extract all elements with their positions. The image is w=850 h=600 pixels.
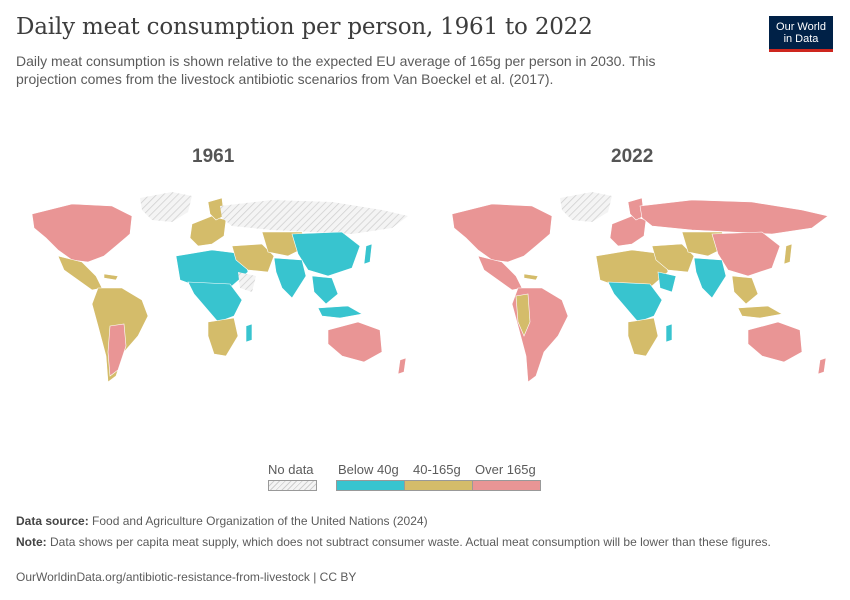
- legend-label-no-data: No data: [268, 462, 314, 477]
- madagascar-region[interactable]: [245, 323, 253, 343]
- world-map-1961[interactable]: [12, 176, 422, 396]
- middle-east-region[interactable]: [651, 243, 695, 273]
- data-source-text: Food and Agriculture Organization of the…: [92, 514, 428, 528]
- legend-swatch-below[interactable]: [336, 480, 405, 491]
- indonesia-region[interactable]: [737, 305, 783, 319]
- southern-africa-region[interactable]: [627, 317, 659, 357]
- australia-region[interactable]: [747, 321, 803, 363]
- scandinavia-region[interactable]: [207, 197, 225, 221]
- legend-label-mid: 40-165g: [413, 462, 461, 477]
- caribbean-region[interactable]: [523, 273, 539, 281]
- russia-region[interactable]: [639, 199, 829, 235]
- map-legend: No data Below 40g 40-165g Over 165g: [266, 462, 546, 494]
- north-america-region[interactable]: [451, 203, 553, 263]
- chart-subtitle: Daily meat consumption is shown relative…: [16, 53, 656, 87]
- north-america-region[interactable]: [31, 203, 133, 263]
- caribbean-region[interactable]: [103, 273, 119, 281]
- central-america-region[interactable]: [57, 255, 103, 291]
- map-title-1961: 1961: [192, 146, 235, 167]
- note-label: Note:: [16, 535, 47, 549]
- russia-region[interactable]: [220, 200, 408, 234]
- southeast-asia-region[interactable]: [311, 275, 339, 305]
- southeast-asia-region[interactable]: [731, 275, 759, 305]
- horn-africa-region[interactable]: [238, 272, 256, 292]
- central-africa-region[interactable]: [607, 281, 663, 323]
- madagascar-region[interactable]: [665, 323, 673, 343]
- indonesia-region[interactable]: [317, 305, 363, 319]
- scandinavia-region[interactable]: [627, 197, 645, 221]
- central-america-region[interactable]: [477, 255, 523, 291]
- legend-swatch-over[interactable]: [472, 480, 541, 491]
- japan-region[interactable]: [783, 243, 793, 265]
- logo-line-2: in Data: [783, 33, 819, 45]
- middle-east-region[interactable]: [231, 243, 275, 273]
- legend-label-over: Over 165g: [475, 462, 536, 477]
- southern-africa-region[interactable]: [207, 317, 239, 357]
- data-source-line: Data source: Food and Agriculture Organi…: [16, 514, 816, 529]
- india-region[interactable]: [693, 257, 727, 299]
- australia-region[interactable]: [327, 321, 383, 363]
- data-source-label: Data source:: [16, 514, 89, 528]
- central-africa-region[interactable]: [187, 281, 243, 323]
- note-line: Note: Data shows per capita meat supply,…: [16, 535, 806, 550]
- world-map-2022[interactable]: [432, 176, 842, 396]
- new-zealand-region[interactable]: [397, 357, 407, 375]
- europe-region[interactable]: [189, 215, 227, 247]
- south-america-andes-region[interactable]: [515, 293, 531, 337]
- horn-africa-region[interactable]: [657, 271, 677, 293]
- logo-line-1: Our World: [776, 21, 826, 33]
- legend-label-below: Below 40g: [338, 462, 399, 477]
- note-text: Data shows per capita meat supply, which…: [50, 535, 771, 549]
- china-region[interactable]: [291, 231, 361, 277]
- legend-swatch-no-data[interactable]: [268, 480, 317, 491]
- new-zealand-region[interactable]: [817, 357, 827, 375]
- south-america-south-region[interactable]: [107, 323, 127, 377]
- owid-logo[interactable]: Our World in Data: [769, 16, 833, 52]
- europe-region[interactable]: [609, 215, 647, 247]
- source-url[interactable]: OurWorldinData.org/antibiotic-resistance…: [16, 570, 357, 584]
- greenland-region[interactable]: [140, 192, 192, 222]
- legend-swatch-mid[interactable]: [404, 480, 473, 491]
- map-title-2022: 2022: [611, 146, 654, 167]
- china-region[interactable]: [711, 231, 781, 277]
- japan-region[interactable]: [363, 243, 373, 265]
- india-region[interactable]: [273, 257, 307, 299]
- greenland-region[interactable]: [560, 192, 612, 222]
- chart-title: Daily meat consumption per person, 1961 …: [16, 14, 593, 40]
